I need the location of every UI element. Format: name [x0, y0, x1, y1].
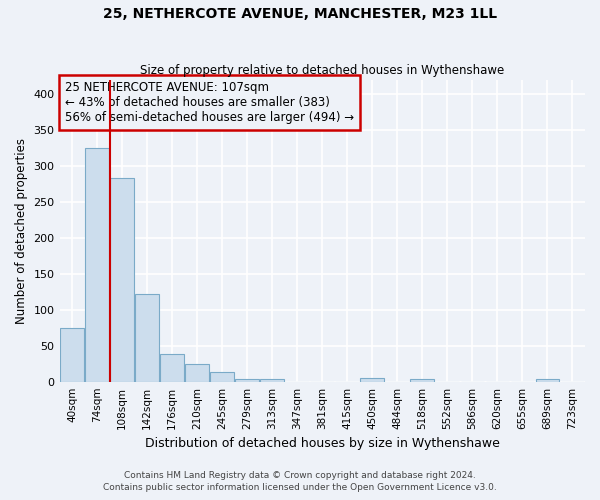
Bar [110, 178, 134, 382]
Text: Contains HM Land Registry data © Crown copyright and database right 2024.
Contai: Contains HM Land Registry data © Crown c… [103, 471, 497, 492]
Bar [410, 379, 434, 382]
Bar [235, 379, 259, 382]
Bar [260, 379, 284, 382]
Text: 25, NETHERCOTE AVENUE, MANCHESTER, M23 1LL: 25, NETHERCOTE AVENUE, MANCHESTER, M23 1… [103, 8, 497, 22]
Bar [60, 328, 84, 382]
Bar [160, 354, 184, 382]
Title: Size of property relative to detached houses in Wythenshawe: Size of property relative to detached ho… [140, 64, 505, 77]
Bar [210, 372, 234, 382]
X-axis label: Distribution of detached houses by size in Wythenshawe: Distribution of detached houses by size … [145, 437, 500, 450]
Bar [185, 364, 209, 382]
Bar [361, 378, 384, 382]
Bar [85, 148, 109, 382]
Text: 25 NETHERCOTE AVENUE: 107sqm
← 43% of detached houses are smaller (383)
56% of s: 25 NETHERCOTE AVENUE: 107sqm ← 43% of de… [65, 81, 354, 124]
Bar [135, 294, 159, 382]
Y-axis label: Number of detached properties: Number of detached properties [15, 138, 28, 324]
Bar [536, 379, 559, 382]
